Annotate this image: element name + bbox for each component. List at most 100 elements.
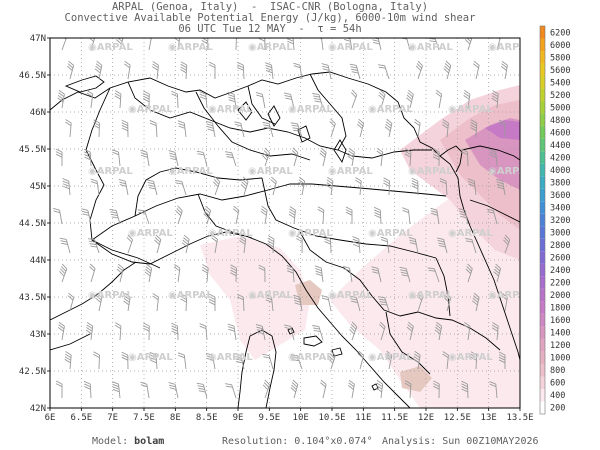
colorbar-label: 4400: [550, 141, 570, 151]
wind-barb: [126, 234, 133, 254]
colorbar-swatch: [540, 301, 545, 314]
wind-barb: [439, 178, 448, 196]
watermark-text: ◉ARPAL: [448, 104, 493, 115]
wind-barb: [406, 321, 414, 341]
wind-barb: [240, 176, 249, 196]
lat-tick-label: 45N: [30, 182, 46, 192]
wind-barb: [175, 180, 187, 196]
wind-barb: [154, 234, 162, 254]
wind-barb: [152, 293, 159, 312]
watermark-text: ◉ARPAL: [88, 290, 133, 301]
wind-barb: [53, 207, 63, 225]
colorbar-swatch: [540, 176, 545, 189]
wind-barb: [140, 381, 150, 399]
colorbar-label: 5600: [550, 66, 570, 76]
wind-barb: [290, 122, 303, 138]
wind-barb: [55, 148, 63, 166]
wind-barb: [491, 90, 499, 109]
wind-barb: [59, 263, 68, 283]
wind-barb: [145, 38, 153, 51]
wind-shear-barbs: [53, 38, 511, 399]
wind-barb: [262, 121, 274, 138]
wind-barb: [465, 263, 473, 283]
wind-barb: [260, 205, 268, 225]
wind-barb: [114, 90, 122, 109]
lon-tick-label: 6.5E: [70, 413, 92, 423]
colorbar-swatch: [540, 238, 545, 252]
colorbar-swatch: [540, 38, 545, 52]
colorbar-swatch: [540, 263, 545, 277]
wind-barb: [137, 209, 150, 225]
wind-barb: [283, 324, 295, 341]
colorbar-label: 4800: [550, 116, 570, 126]
watermark-text: ◉ARPAL: [368, 104, 413, 115]
wind-barb: [236, 61, 245, 80]
wind-barb: [118, 179, 129, 196]
wind-barb: [458, 208, 469, 225]
wind-barb: [414, 118, 421, 138]
watermark-text: ◉ARPAL: [248, 42, 293, 53]
wind-barb: [463, 321, 471, 341]
wind-barb: [258, 264, 266, 283]
wind-barb: [377, 296, 390, 312]
colorbar-label: 5400: [550, 78, 570, 88]
wind-barb: [93, 351, 100, 370]
watermark-text: ◉ARPAL: [88, 42, 133, 53]
wind-barb: [432, 148, 440, 167]
wind-barb: [168, 382, 179, 399]
colorbar-label: 3000: [550, 229, 570, 239]
wind-barb: [168, 150, 179, 167]
watermark-text: ◉ARPAL: [448, 352, 493, 363]
wind-barb: [357, 350, 365, 370]
wind-barb: [444, 292, 452, 312]
wind-barb: [293, 62, 303, 80]
colorbar-label: 600: [550, 379, 565, 389]
wind-barb: [343, 265, 353, 283]
wind-barb: [55, 380, 63, 398]
wind-barb: [93, 119, 100, 138]
lat-tick-label: 42N: [30, 404, 46, 414]
wind-barb: [404, 380, 412, 399]
wind-barb: [314, 265, 324, 283]
wind-barb: [62, 178, 71, 196]
wind-barb: [349, 295, 361, 312]
wind-barb: [434, 321, 443, 341]
wind-barb: [149, 120, 158, 138]
wind-barb: [293, 294, 303, 312]
wind-barb: [315, 38, 324, 51]
wind-barb: [224, 151, 237, 167]
colorbar-swatch: [540, 288, 545, 302]
wind-barb: [208, 61, 216, 79]
wind-barb: [262, 379, 270, 399]
wind-barb: [171, 322, 179, 341]
wind-barb: [321, 63, 332, 80]
watermark-text: ◉ARPAL: [168, 166, 213, 177]
colorbar-label: 2800: [550, 241, 570, 251]
watermark-text: ◉ARPAL: [208, 228, 253, 239]
colorbar-swatch: [540, 151, 545, 164]
colorbar-label: 2400: [550, 266, 570, 276]
wind-barb: [377, 64, 390, 80]
wind-barb: [491, 322, 499, 341]
wind-barb: [211, 234, 218, 254]
lat-tick-label: 46.5N: [19, 71, 46, 81]
wind-barb: [442, 351, 449, 370]
wind-barb: [199, 323, 208, 341]
wind-barb: [149, 352, 158, 370]
arpal-watermarks: ◉ARPAL ◉ARPAL ◉ARPAL ◉ARPAL ◉ARPAL ◉ARPAL ◉ARP…: [88, 42, 520, 363]
colorbar-label: 3400: [550, 203, 570, 213]
wind-barb: [87, 238, 100, 254]
watermark-text: ◉ARPAL: [88, 166, 133, 177]
wind-barb: [206, 120, 216, 138]
lon-tick-label: 12E: [418, 413, 434, 423]
wind-barb: [463, 89, 471, 109]
wind-barb: [317, 206, 325, 225]
lon-tick-label: 8.5E: [196, 413, 218, 423]
lat-tick-label: 43.5N: [19, 293, 46, 303]
lon-tick-label: 7E: [107, 413, 118, 423]
colorbar-swatch: [540, 388, 545, 402]
colorbar-swatch: [540, 376, 545, 389]
resolution-info: Resolution: 0.104°x0.074°: [222, 436, 373, 447]
title-line-3: 06 UTC Tue 12 MAY - τ = 54h: [178, 23, 362, 35]
wind-barb: [65, 119, 72, 138]
